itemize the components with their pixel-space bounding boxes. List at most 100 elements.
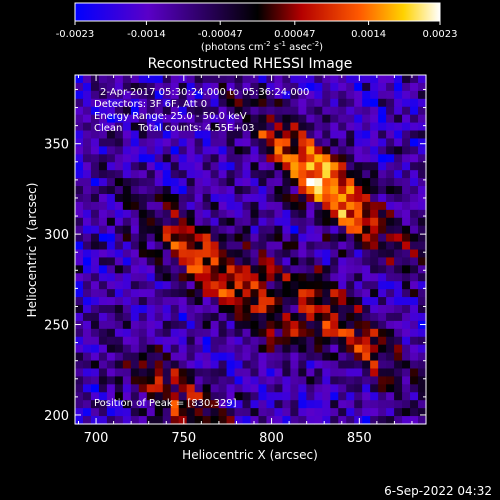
heatmap-cell	[218, 178, 228, 187]
heatmap-cell	[290, 225, 299, 235]
heatmap-cell	[402, 336, 411, 346]
heatmap-cell	[202, 114, 212, 124]
heatmap-cell	[338, 146, 347, 155]
heatmap-cell	[178, 162, 188, 171]
heatmap-cell	[90, 257, 100, 266]
heatmap-cell	[338, 122, 347, 132]
heatmap-cell	[202, 241, 212, 251]
heatmap-cell	[178, 392, 188, 401]
heatmap-cell	[130, 138, 140, 147]
heatmap-cell	[146, 344, 156, 354]
heatmap-cell	[402, 114, 411, 124]
heatmap-cell	[162, 122, 172, 132]
heatmap-cell	[274, 233, 284, 243]
heatmap-cell	[98, 360, 108, 370]
heatmap-cell	[370, 328, 379, 338]
heatmap-cell	[330, 305, 339, 314]
heatmap-cell	[98, 344, 108, 354]
heatmap-cell	[194, 360, 204, 370]
heatmap-cell	[306, 344, 315, 354]
heatmap-cell	[282, 352, 291, 362]
heatmap-cell	[386, 352, 395, 362]
heatmap-cell	[330, 82, 339, 92]
heatmap-cell	[362, 209, 371, 219]
heatmap-cell	[290, 249, 299, 259]
heatmap-cell	[274, 114, 284, 124]
heatmap-cell	[75, 305, 84, 314]
heatmap-cell	[354, 90, 363, 100]
heatmap-cell	[386, 130, 395, 140]
heatmap-cell	[394, 392, 403, 401]
heatmap-cell	[194, 98, 204, 108]
heatmap-cell	[418, 305, 427, 314]
heatmap-cell	[122, 90, 132, 100]
heatmap-cell	[418, 289, 427, 298]
heatmap-cell	[418, 209, 427, 219]
heatmap-cell	[186, 257, 196, 266]
heatmap-cell	[154, 209, 164, 219]
heatmap-cell	[242, 217, 252, 227]
heatmap-cell	[410, 265, 419, 274]
heatmap-cell	[154, 273, 164, 282]
heatmap-cell	[210, 170, 220, 179]
heatmap-cell	[330, 376, 339, 385]
heatmap-cell	[130, 154, 140, 163]
heatmap-cell	[210, 193, 220, 203]
heatmap-cell	[82, 241, 92, 251]
heatmap-cell	[354, 416, 363, 425]
heatmap-cell	[138, 400, 148, 409]
heatmap-cell	[274, 400, 284, 409]
heatmap-cell	[170, 209, 180, 219]
heatmap-cell	[202, 400, 212, 409]
heatmap-cell	[250, 257, 260, 266]
heatmap-cell	[242, 201, 252, 211]
heatmap-cell	[75, 90, 84, 100]
heatmap-cell	[338, 114, 347, 124]
heatmap-cell	[162, 217, 172, 227]
heatmap-cell	[378, 408, 387, 417]
heatmap-cell	[266, 297, 276, 306]
heatmap-cell	[154, 281, 164, 290]
heatmap-cell	[354, 138, 363, 147]
heatmap-cell	[386, 186, 395, 195]
heatmap-cell	[306, 217, 315, 227]
heatmap-cell	[274, 249, 284, 259]
heatmap-cell	[154, 186, 164, 195]
heatmap-cell	[162, 392, 172, 401]
heatmap-cell	[378, 90, 387, 100]
heatmap-cell	[242, 336, 252, 346]
heatmap-cell	[242, 376, 252, 385]
heatmap-cell	[298, 106, 307, 116]
heatmap-cell	[130, 289, 140, 298]
heatmap-cell	[138, 376, 148, 385]
heatmap-cell	[218, 400, 228, 409]
heatmap-cell	[322, 336, 331, 346]
heatmap-cell	[154, 106, 164, 116]
heatmap-cell	[122, 408, 132, 417]
heatmap-cell	[75, 400, 84, 409]
heatmap-cell	[314, 376, 323, 385]
heatmap-cell	[154, 289, 164, 298]
heatmap-cell	[258, 368, 268, 378]
heatmap-cell	[146, 98, 156, 108]
heatmap-cell	[330, 289, 339, 298]
heatmap-cell	[75, 106, 84, 116]
heatmap-cell	[82, 305, 92, 314]
heatmap-cell	[170, 130, 180, 140]
heatmap-cell	[346, 138, 355, 147]
heatmap-cell	[178, 320, 188, 330]
heatmap-cell	[106, 178, 116, 187]
heatmap-cell	[98, 178, 108, 187]
heatmap-cell	[410, 281, 419, 290]
heatmap-cell	[106, 241, 116, 251]
heatmap-cell	[242, 209, 252, 219]
heatmap-cell	[282, 130, 291, 140]
heatmap-cell	[338, 384, 347, 393]
heatmap-cell	[322, 75, 331, 84]
heatmap-cell	[90, 265, 100, 274]
heatmap-cell	[362, 241, 371, 251]
heatmap-cell	[314, 122, 323, 132]
heatmap-cell	[314, 75, 323, 84]
heatmap-cell	[210, 376, 220, 385]
heatmap-cell	[146, 178, 156, 187]
